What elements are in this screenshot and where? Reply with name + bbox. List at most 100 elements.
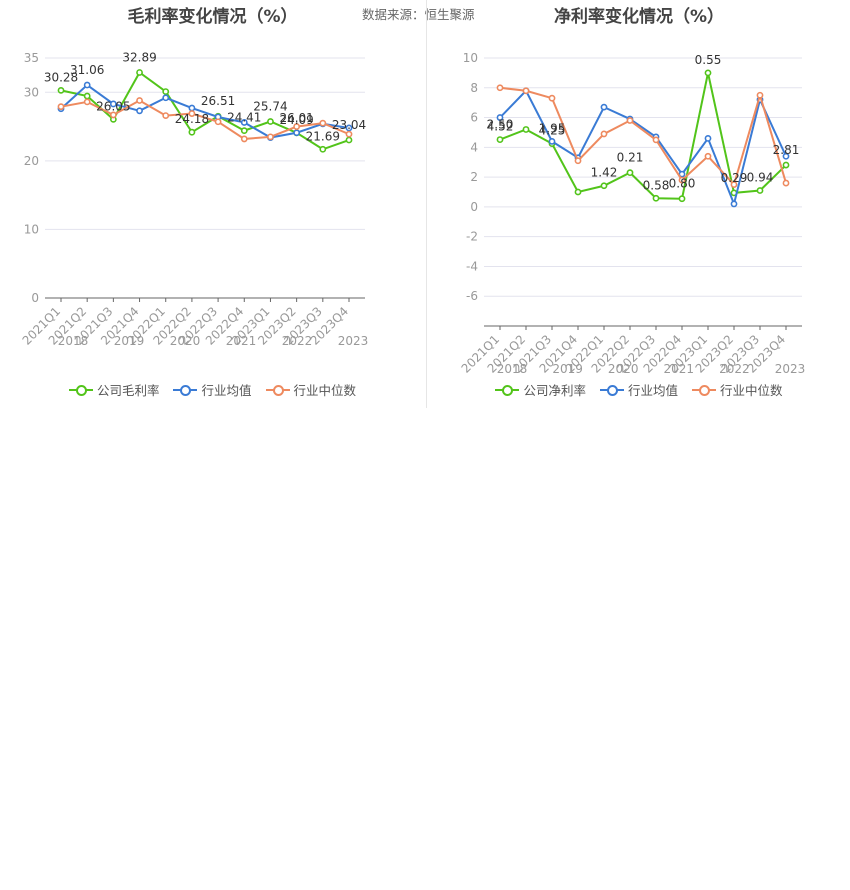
data-point[interactable]	[136, 97, 143, 104]
data-point[interactable]	[574, 157, 582, 165]
legend-swatch-icon	[265, 384, 290, 396]
legend-item[interactable]: 公司净利率	[495, 380, 586, 399]
data-label: 2.81	[773, 143, 800, 157]
data-point[interactable]	[162, 94, 170, 102]
legend-swatch-icon	[495, 384, 520, 396]
series-line	[60, 99, 350, 140]
data-point[interactable]	[319, 119, 327, 127]
data-point[interactable]	[136, 69, 143, 76]
legend-item[interactable]: 行业中位数	[265, 380, 357, 399]
data-point[interactable]	[57, 103, 65, 111]
data-point[interactable]	[496, 114, 504, 121]
data-label: 4.25	[539, 124, 566, 138]
data-point[interactable]	[652, 136, 660, 144]
data-point[interactable]	[83, 98, 91, 106]
panel-divider	[426, 0, 427, 408]
data-point[interactable]	[600, 182, 608, 190]
data-label: 26.01	[279, 111, 313, 125]
data-point[interactable]	[756, 187, 764, 194]
year-label: 2021	[664, 362, 695, 376]
data-point[interactable]	[109, 100, 117, 108]
year-label: 2018	[497, 362, 528, 376]
data-label: 25.74	[253, 99, 287, 113]
data-point[interactable]	[626, 117, 634, 124]
y-tick-label: -6	[466, 289, 478, 303]
legend-item[interactable]: 行业均值	[599, 380, 678, 399]
series-line	[60, 70, 350, 151]
data-label: 24.41	[227, 111, 261, 125]
y-tick-label: 10	[463, 51, 478, 65]
data-point[interactable]	[522, 87, 530, 95]
data-source-label: 数据来源：恒生聚源	[362, 7, 475, 22]
y-tick-label: 30	[24, 85, 39, 99]
legend-label: 行业均值	[627, 383, 678, 398]
data-point[interactable]	[162, 112, 170, 119]
data-label: 2.50	[487, 118, 514, 132]
data-point[interactable]	[293, 123, 301, 130]
data-point[interactable]	[626, 169, 634, 177]
data-point[interactable]	[188, 128, 196, 136]
data-point[interactable]	[522, 126, 530, 133]
data-point[interactable]	[678, 195, 686, 203]
data-point[interactable]	[267, 133, 274, 141]
data-point[interactable]	[240, 127, 248, 135]
data-point[interactable]	[319, 145, 327, 153]
data-point[interactable]	[240, 135, 248, 143]
data-point[interactable]	[496, 84, 504, 92]
data-point[interactable]	[574, 188, 582, 196]
data-point[interactable]	[83, 92, 91, 100]
data-point[interactable]	[600, 130, 608, 138]
data-point[interactable]	[345, 124, 353, 132]
data-point[interactable]	[162, 88, 170, 95]
data-point[interactable]	[240, 119, 248, 126]
year-label: 2020	[170, 334, 201, 348]
year-label: 2020	[608, 362, 639, 376]
legend-item[interactable]: 行业均值	[173, 380, 252, 399]
y-tick-label: 0	[470, 200, 478, 214]
gross-margin-chart: 0102030352021Q12021Q22021Q32021Q42022Q12…	[20, 50, 369, 348]
data-point[interactable]	[704, 134, 712, 142]
legend-item[interactable]: 公司毛利率	[68, 380, 159, 399]
data-label: 0.55	[695, 53, 722, 67]
legend-swatch-icon	[599, 384, 624, 396]
data-label: 4.52	[487, 120, 514, 134]
data-point[interactable]	[782, 179, 790, 187]
data-point[interactable]	[652, 194, 660, 202]
data-point[interactable]	[109, 111, 117, 119]
data-point[interactable]	[600, 103, 608, 111]
data-point[interactable]	[293, 129, 301, 137]
data-point[interactable]	[730, 181, 738, 188]
legend-swatch-icon	[173, 384, 198, 396]
data-point[interactable]	[57, 86, 65, 94]
net-margin-title: 净利率变化情况（%）	[553, 7, 725, 27]
data-point[interactable]	[678, 176, 686, 184]
y-tick-label: 8	[470, 81, 478, 95]
data-point[interactable]	[730, 200, 738, 208]
data-point[interactable]	[548, 94, 556, 102]
data-point[interactable]	[782, 152, 790, 160]
data-label: 1.42	[591, 166, 618, 180]
legend-swatch-icon	[68, 384, 93, 396]
data-point[interactable]	[704, 152, 712, 160]
legend-item[interactable]: 行业中位数	[692, 380, 783, 399]
data-point[interactable]	[267, 118, 274, 125]
data-point[interactable]	[214, 118, 222, 126]
year-label: 2021	[226, 334, 257, 348]
series-line	[499, 89, 787, 208]
data-point[interactable]	[548, 137, 556, 145]
data-label: 26.05	[96, 99, 130, 113]
data-point[interactable]	[188, 110, 196, 117]
y-tick-label: 20	[24, 154, 39, 168]
net-margin-chart: -6-4-202468102021Q12021Q22021Q32021Q4202…	[459, 51, 806, 376]
data-point[interactable]	[704, 69, 712, 77]
data-point[interactable]	[345, 130, 353, 138]
legend-label: 行业中位数	[293, 383, 357, 398]
data-point[interactable]	[83, 81, 91, 89]
data-point[interactable]	[136, 107, 143, 115]
data-point[interactable]	[782, 161, 790, 169]
data-point[interactable]	[756, 91, 764, 99]
data-point[interactable]	[496, 136, 504, 143]
data-label: 0.80	[669, 177, 696, 191]
data-point[interactable]	[188, 104, 196, 112]
data-point[interactable]	[345, 136, 353, 144]
